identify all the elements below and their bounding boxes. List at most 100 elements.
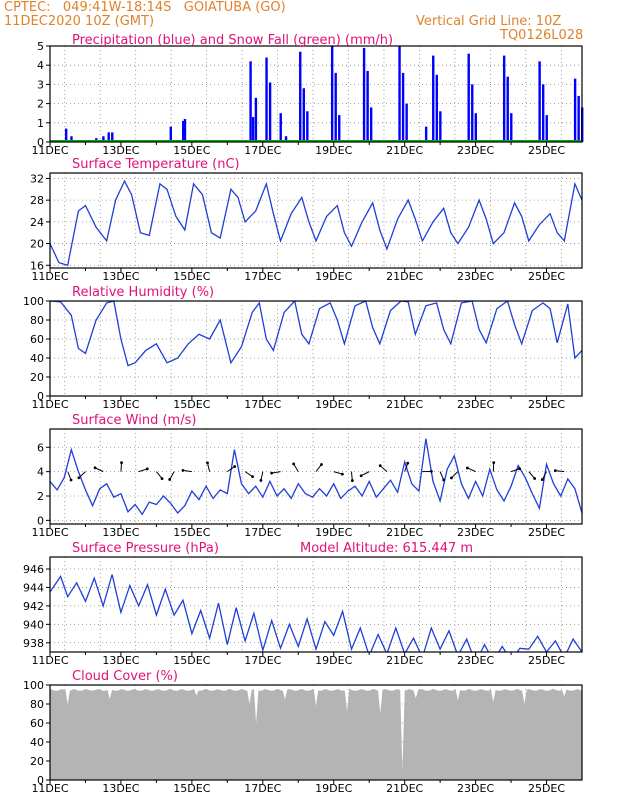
wind-arrow-head: [233, 465, 237, 468]
temperature-xtick-label: 21DEC: [386, 270, 423, 283]
precip-bar: [268, 82, 272, 142]
wind-xtick-label: 11DEC: [31, 526, 68, 539]
wind-arrow: [260, 471, 264, 481]
wind-xtick-label: 25DEC: [528, 526, 565, 539]
precip-ytick-label: 2: [37, 98, 44, 111]
wind-arrow: [510, 468, 520, 473]
precip-bar: [265, 57, 268, 142]
pressure-xtick-label: 25DEC: [528, 654, 565, 667]
wind-arrow: [120, 462, 123, 472]
pressure-xtick-label: 21DEC: [386, 654, 423, 667]
precip-ytick-label: 5: [37, 40, 44, 53]
wind-arrow-head: [69, 478, 73, 482]
temperature-xtick-label: 17DEC: [244, 270, 281, 283]
cloud-xtick-label: 19DEC: [315, 782, 352, 795]
temperature-xtick-label: 13DEC: [102, 270, 139, 283]
precip-bar: [70, 136, 73, 142]
precip-bar: [405, 103, 408, 142]
humidity-series: [50, 301, 582, 367]
precip-bar: [474, 113, 477, 142]
pressure-xtick-label: 13DEC: [102, 654, 139, 667]
wind-arrow-head: [206, 461, 209, 465]
wind-arrow-head: [540, 478, 544, 481]
precip-bar: [111, 132, 114, 142]
wind-arrow-head: [160, 477, 164, 481]
pressure-xtick-label: 19DEC: [315, 654, 352, 667]
precip-bar: [510, 113, 513, 142]
precip-bar: [249, 61, 252, 142]
precip-bar: [299, 51, 302, 143]
wind-arrow: [138, 468, 148, 473]
precip-ytick-label: 3: [37, 78, 44, 91]
header-date: 11DEC2020 10Z (GMT): [4, 14, 155, 29]
temperature-title: Surface Temperature (nC): [72, 157, 240, 172]
temperature-series: [50, 179, 582, 267]
wind-arrow: [182, 469, 192, 473]
wind-ytick-label: 2: [37, 490, 44, 503]
wind-arrow-head: [292, 462, 296, 466]
wind-arrow-head: [168, 478, 172, 481]
pressure-xtick-label: 17DEC: [244, 654, 281, 667]
wind-xtick-label: 19DEC: [315, 526, 352, 539]
wind-arrow: [451, 471, 459, 479]
pressure-title: Surface Pressure (hPa): [72, 541, 219, 556]
pressure-series: [50, 574, 582, 652]
wind-title: Surface Wind (m/s): [72, 413, 196, 428]
wind-arrow-head: [429, 469, 433, 473]
humidity-title: Relative Humidity (%): [72, 285, 214, 300]
wind-xtick-label: 17DEC: [244, 526, 281, 539]
precip-bar: [362, 47, 366, 142]
wind-arrow-head: [320, 463, 323, 466]
temperature-xtick-label: 11DEC: [31, 270, 68, 283]
cloud-xtick-label: 23DEC: [457, 782, 494, 795]
precip-bar: [366, 70, 369, 142]
precip-bar: [506, 76, 509, 142]
cloud-ytick-label: 60: [30, 717, 44, 730]
wind-arrow-head: [378, 464, 382, 468]
temperature-xtick-label: 23DEC: [457, 270, 494, 283]
temperature-frame: [49, 172, 583, 269]
wind-arrow-head: [492, 461, 496, 465]
precip-bar: [107, 132, 110, 142]
humidity-ytick-label: 80: [30, 314, 44, 327]
precip-bar: [169, 126, 172, 142]
wind-arrow: [207, 462, 211, 472]
wind-arrow: [156, 471, 163, 479]
humidity-ytick-label: 20: [30, 371, 44, 384]
wind-ytick-label: 6: [37, 441, 44, 454]
humidity-xtick-label: 13DEC: [102, 398, 139, 411]
cloud-ytick-label: 40: [30, 736, 44, 749]
precip-bar: [183, 118, 187, 142]
wind-arrow: [94, 467, 104, 473]
wind-arrow: [169, 471, 175, 480]
precip-bar: [401, 72, 405, 142]
humidity-xtick-label: 17DEC: [244, 398, 281, 411]
wind-arrow-head: [77, 476, 81, 480]
wind-xtick-label: 21DEC: [386, 526, 423, 539]
precip-bar: [102, 136, 105, 142]
wind-arrow: [78, 471, 86, 479]
pressure-frame: [49, 556, 583, 653]
precip-bar: [467, 53, 470, 142]
humidity-ytick-label: 0: [37, 390, 44, 403]
precip-bar: [471, 84, 474, 142]
temperature-ytick-label: 24: [30, 216, 44, 229]
wind-arrow: [315, 464, 322, 472]
precip-xtick-label: 25DEC: [528, 144, 565, 157]
precip-bar: [439, 111, 442, 142]
precip-xtick-label: 17DEC: [244, 144, 281, 157]
humidity-xtick-label: 23DEC: [457, 398, 494, 411]
wind-arrow: [555, 470, 565, 473]
precip-ytick-label: 4: [37, 59, 44, 72]
cloud-title: Cloud Cover (%): [72, 669, 178, 684]
wind-ytick-label: 4: [37, 466, 44, 479]
precip-bar: [306, 111, 309, 142]
header-grid-line: Vertical Grid Line: 10Z: [416, 14, 562, 29]
pressure-xtick-label: 15DEC: [173, 654, 210, 667]
precip-bar: [435, 74, 438, 142]
temperature-ytick-label: 16: [30, 259, 44, 272]
temperature-ytick-label: 32: [30, 172, 44, 185]
cloud-xtick-label: 11DEC: [31, 782, 68, 795]
pressure-xtick-label: 11DEC: [31, 654, 68, 667]
